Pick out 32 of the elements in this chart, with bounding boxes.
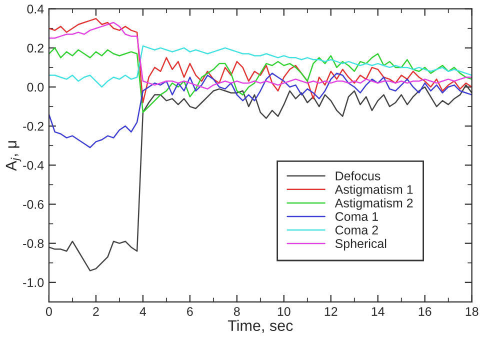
legend-label: Coma 2 (335, 226, 378, 234)
line-series (48, 72, 472, 148)
y-tick-label: -0.8 (23, 239, 44, 248)
y-axis-title: A$_{j}$, μ (6, 141, 22, 171)
legend-label: Defocus (336, 171, 380, 180)
legend-label: Spherical (335, 238, 386, 250)
x-tick-label: 12 (324, 307, 338, 316)
line-series (48, 45, 472, 88)
x-tick-label: 6 (187, 307, 193, 316)
x-tick-label: 0 (46, 307, 52, 316)
x-tick-label: 18 (466, 307, 478, 316)
x-tick-label: 14 (372, 307, 384, 316)
y-tick-label: -0.4 (23, 160, 44, 170)
line-series (48, 84, 472, 272)
x-tick-label: 8 (234, 307, 240, 316)
x-axis-title: Time, sec (228, 320, 293, 333)
x-tick-label: 16 (418, 307, 432, 316)
legend-label: Astigmatism 1 (334, 184, 413, 196)
y-tick-label: 0.4 (27, 4, 44, 14)
y-tick-label: -1.0 (23, 278, 44, 288)
line-series (48, 22, 472, 90)
line-series (48, 18, 472, 104)
x-tick-label: 10 (278, 307, 290, 316)
y-tick-label: 0.0 (27, 82, 44, 92)
legend-label: Coma 1 (335, 212, 378, 221)
x-tick-label: 2 (93, 307, 99, 316)
x-tick-label: 4 (140, 307, 146, 316)
legend-label: Astigmatism 2 (334, 198, 413, 210)
line-series (48, 47, 472, 114)
y-tick-label: -0.6 (23, 200, 44, 209)
y-tick-label: -0.2 (23, 122, 44, 131)
y-tick-label: 0.2 (27, 44, 44, 53)
